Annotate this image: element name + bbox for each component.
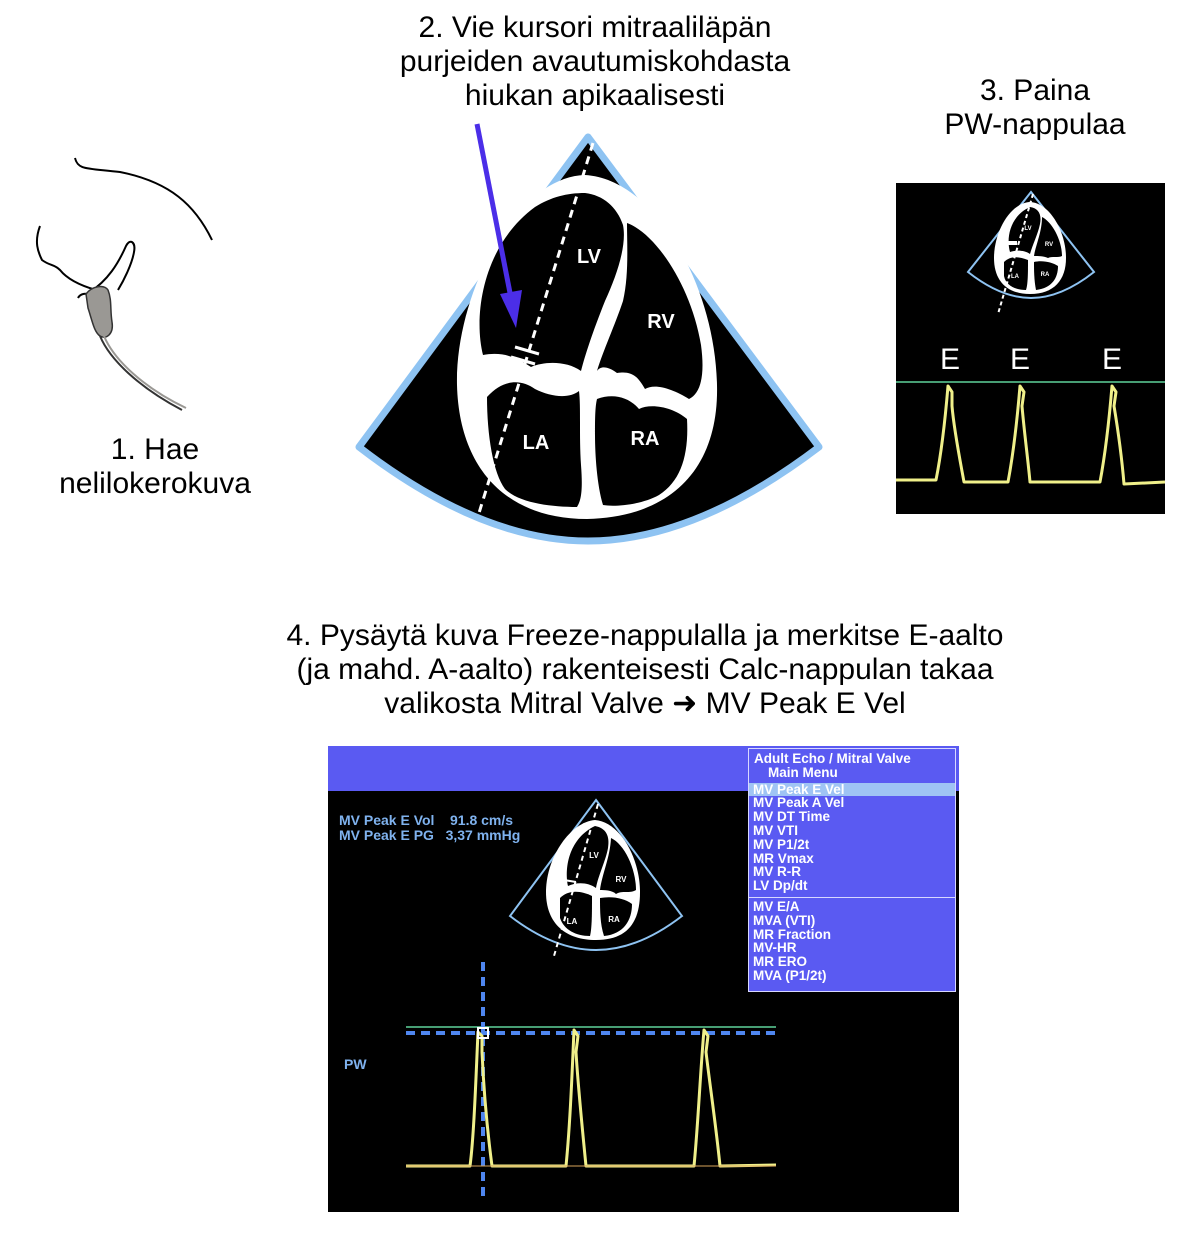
- label-rv: RV: [647, 311, 675, 333]
- step2-line3: hiukan apikaalisesti: [464, 79, 726, 112]
- calc-screen: MV Peak E Vol 91.8 cm/s MV Peak E PG 3,3…: [328, 746, 959, 1212]
- label-lv: LV: [577, 246, 602, 268]
- menu-item-mva-vti[interactable]: MVA (VTI): [753, 912, 816, 928]
- step1-line2: nelilokerokuva: [59, 467, 251, 500]
- cursor-pointer-arrow: [474, 123, 522, 328]
- calc-menu[interactable]: Adult Echo / Mitral Valve Main Menu MV P…: [748, 748, 956, 992]
- step2-caption: 2. Vie kursori mitraaliläpän purjeiden a…: [345, 11, 845, 113]
- e-wave-label-3: E: [1102, 343, 1123, 376]
- svg-text:LA: LA: [567, 917, 578, 926]
- step1-caption: 1. Hae nelilokerokuva: [40, 433, 270, 501]
- readout-peak-e-pg: MV Peak E PG 3,37 mmHg: [339, 827, 521, 843]
- label-la: LA: [523, 432, 550, 454]
- step4-caption: 4. Pysäytä kuva Freeze-nappulalla ja mer…: [170, 619, 1120, 721]
- label-ra: RA: [631, 428, 660, 450]
- step3-line1: 3. Paina: [979, 74, 1091, 107]
- menu-title-text: Adult Echo / Mitral Valve: [754, 751, 911, 766]
- calc-doppler-trace: [406, 962, 777, 1202]
- ra-cavity: [595, 396, 688, 506]
- svg-text:RV: RV: [616, 875, 628, 884]
- menu-group-2: MV E/A MVA (VTI) MR Fraction MV-HR MR ER…: [749, 900, 955, 983]
- sample-gate-mark-1: [514, 345, 540, 356]
- svg-text:LA: LA: [1011, 274, 1020, 280]
- menu-item-lv-dpdt[interactable]: LV Dp/dt: [753, 878, 808, 894]
- sample-gate-mark-2: [510, 355, 536, 366]
- step4-line2: (ja mahd. A-aalto) rakenteisesti Calc-na…: [296, 653, 994, 686]
- svg-text:RA: RA: [1041, 272, 1050, 278]
- menu-subtitle-text: Main Menu: [768, 764, 838, 780]
- rv-cavity: [597, 223, 703, 399]
- menu-item-mr-fraction[interactable]: MR Fraction: [753, 926, 832, 942]
- svg-text:LV: LV: [589, 851, 599, 860]
- step4-line3: valikosta Mitral Valve ➜ MV Peak E Vel: [384, 687, 906, 720]
- readout-peak-e-vol: MV Peak E Vol 91.8 cm/s: [339, 812, 514, 828]
- menu-item-mva-p12t[interactable]: MVA (P1/2t): [753, 967, 827, 983]
- menu-item-mv-vti[interactable]: MV VTI: [753, 822, 799, 838]
- pw-mini-sector: LV RV LA RA: [966, 190, 1096, 315]
- doppler-cursor-line: [477, 142, 595, 514]
- menu-item-mv-peak-a-vel[interactable]: MV Peak A Vel: [753, 795, 845, 811]
- menu-item-mv-dt-time[interactable]: MV DT Time: [753, 809, 831, 825]
- step2-line1: 2. Vie kursori mitraaliläpän: [418, 11, 772, 44]
- menu-group-1: MV Peak E Vel MV Peak A Vel MV DT Time M…: [749, 780, 955, 893]
- menu-item-mr-vmax[interactable]: MR Vmax: [753, 850, 814, 866]
- step2-line2: purjeiden avautumiskohdasta: [399, 45, 791, 78]
- menu-item-mv-ea[interactable]: MV E/A: [753, 898, 800, 914]
- menu-item-mv-r-r[interactable]: MV R-R: [753, 864, 801, 880]
- svg-text:RA: RA: [608, 915, 620, 924]
- menu-title: Adult Echo / Mitral Valve Main Menu: [749, 749, 955, 780]
- menu-item-mv-p12t[interactable]: MV P1/2t: [753, 836, 810, 852]
- calc-mini-sector: LV RV LA RA: [508, 798, 684, 957]
- step4-line1: 4. Pysäytä kuva Freeze-nappulalla ja mer…: [286, 619, 1004, 652]
- menu-item-mv-peak-e-vel[interactable]: MV Peak E Vel: [749, 782, 955, 797]
- four-chamber-sector: LV RV LA RA: [355, 133, 823, 545]
- menu-separator: [749, 896, 955, 898]
- step1-line1: 1. Hae: [110, 433, 200, 466]
- e-wave-label-2: E: [1010, 343, 1031, 376]
- step3-line2: PW-nappulaa: [944, 108, 1126, 141]
- menu-item-mv-hr[interactable]: MV-HR: [753, 940, 797, 956]
- svg-text:RV: RV: [1045, 242, 1053, 248]
- caliper-marker: [477, 1027, 489, 1039]
- step3-caption: 3. Paina PW-nappulaa: [900, 74, 1170, 142]
- svg-text:LV: LV: [1024, 226, 1031, 232]
- probe-illustration: [35, 157, 213, 411]
- menu-item-mr-ero[interactable]: MR ERO: [753, 954, 807, 970]
- pw-mode-label: PW: [344, 1056, 367, 1072]
- pw-doppler-trace: [896, 381, 1166, 486]
- measurement-readouts: MV Peak E Vol 91.8 cm/s MV Peak E PG 3,3…: [339, 813, 520, 843]
- e-wave-label-1: E: [940, 343, 961, 376]
